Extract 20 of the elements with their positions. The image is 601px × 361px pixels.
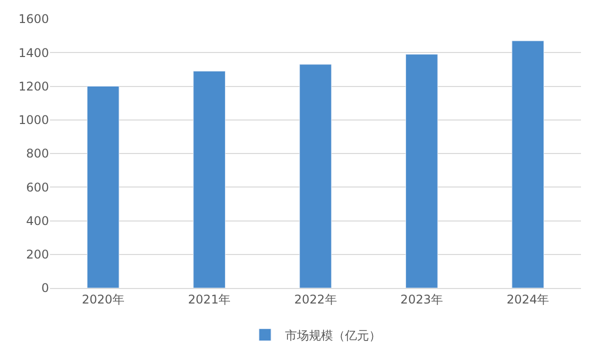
y-tick-label: 1600	[18, 12, 49, 26]
x-tick-label: 2024年	[506, 292, 550, 306]
x-tick-label: 2021年	[188, 292, 231, 306]
legend-label: 市场规模（亿元）	[285, 328, 381, 342]
y-tick-label: 1200	[18, 79, 49, 94]
bar	[512, 40, 544, 288]
y-tick-label: 200	[26, 248, 49, 262]
y-tick-label: 400	[26, 214, 49, 228]
y-tick-label: 1000	[18, 113, 49, 128]
x-tick-label: 2022年	[294, 292, 337, 306]
x-tick-label: 2023年	[400, 292, 443, 306]
y-tick-label: 0	[41, 281, 49, 296]
y-tick-label: 600	[26, 180, 49, 194]
bar	[299, 64, 332, 288]
bar	[406, 54, 438, 288]
bar	[193, 70, 226, 288]
bar	[86, 86, 120, 288]
y-tick-label: 800	[26, 146, 49, 161]
x-tick-label: 2020年	[82, 292, 124, 306]
y-tick-label: 1400	[18, 46, 49, 60]
